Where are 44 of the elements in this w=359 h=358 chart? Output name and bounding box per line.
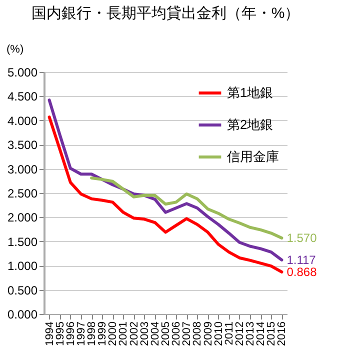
x-tick-label: 1997: [75, 322, 88, 346]
data-label: 1.117: [286, 252, 316, 267]
x-tick-label: 2005: [160, 322, 172, 346]
x-tick-label: 2008: [192, 322, 204, 346]
y-tick-label: 2.000: [7, 210, 38, 225]
legend-label: 第1地銀: [227, 85, 274, 100]
line-series: [48, 116, 284, 274]
x-tick-label: 2007: [181, 322, 194, 346]
x-tick-label: 2000: [107, 322, 120, 346]
x-tick-label: 2013: [244, 322, 257, 346]
line-series: [90, 176, 284, 240]
data-label: 0.868: [286, 264, 318, 279]
x-tick-label: 2001: [118, 322, 130, 346]
legend-label: 第2地銀: [227, 117, 274, 132]
y-tick-label: 1.000: [7, 259, 38, 274]
x-tick-label: 2006: [170, 322, 183, 346]
y-tick-label: 0.500: [7, 283, 38, 298]
x-tick-label: 1994: [44, 322, 56, 346]
x-tick-label: 2010: [212, 322, 225, 346]
y-axis-title: (%): [6, 44, 24, 56]
x-tick-label: 1996: [64, 322, 77, 346]
y-tick-label: 5.000: [7, 66, 38, 80]
x-tick-label: 2011: [223, 322, 236, 346]
y-tick-label: 4.000: [7, 114, 38, 128]
x-tick-label: 2015: [266, 322, 278, 346]
x-tick-label: 2002: [128, 322, 140, 346]
y-tick-label: 4.500: [7, 90, 38, 104]
data-label: 1.570: [286, 231, 318, 246]
y-tick-label: 1.500: [7, 234, 38, 249]
x-tick-label: 2009: [202, 322, 214, 346]
x-tick-label: 2004: [149, 322, 162, 346]
y-tick-label: 3.500: [7, 138, 38, 152]
y-tick-label: 2.500: [7, 186, 38, 200]
x-tick-label: 1999: [96, 322, 109, 346]
x-tick-label: 2003: [138, 322, 151, 346]
legend-label: 信用金庫: [227, 149, 279, 164]
x-tick-label: 2014: [255, 322, 268, 346]
chart-title: 国内銀行・長期平均貸出金利（年・%）: [31, 5, 300, 22]
x-tick-label: 1995: [54, 322, 66, 346]
y-tick-label: 0.000: [7, 308, 38, 322]
x-tick-label: 2016: [276, 322, 288, 346]
x-tick-label: 2012: [234, 322, 246, 346]
y-tick-label: 3.000: [7, 162, 38, 176]
x-tick-label: 1998: [86, 322, 98, 346]
